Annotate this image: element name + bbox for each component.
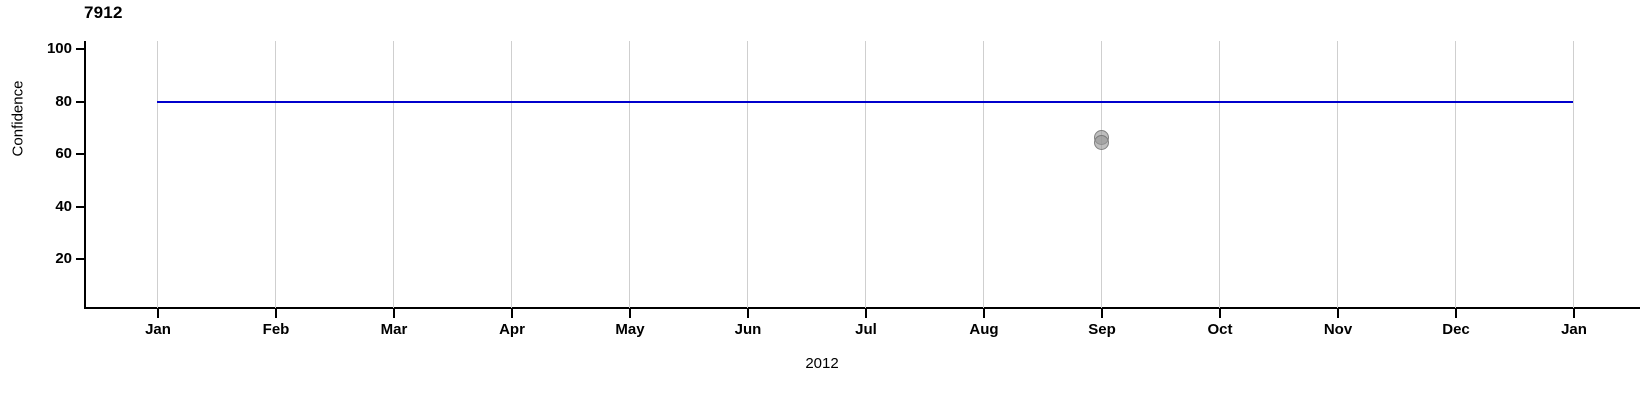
gridline-dec-11: [1455, 41, 1456, 308]
y-tick-label: 100: [46, 40, 72, 57]
x-tick-label-aug-7: Aug: [969, 321, 999, 338]
x-tick-label-jan-0: Jan: [145, 321, 171, 338]
x-tick-label-apr-3: Apr: [499, 321, 525, 338]
gridline-oct-9: [1219, 41, 1220, 308]
x-tick-label-mar-2: Mar: [380, 321, 408, 338]
x-tick-mark: [629, 309, 631, 318]
y-tick-mark: [76, 205, 84, 208]
x-axis-line: [84, 307, 1640, 309]
x-tick-mark: [983, 309, 985, 318]
y-axis-line: [84, 41, 86, 309]
x-tick-label-oct-9: Oct: [1207, 321, 1233, 338]
gridline-jun-5: [747, 41, 748, 308]
gridline-nov-10: [1337, 41, 1338, 308]
x-tick-mark: [1337, 309, 1339, 318]
x-tick-mark: [1101, 309, 1103, 318]
gridline-jan-0: [157, 41, 158, 308]
y-tick-mark: [76, 258, 84, 261]
x-tick-label-feb-1: Feb: [262, 321, 290, 338]
x-tick-label-may-4: May: [615, 321, 645, 338]
gridline-aug-7: [983, 41, 984, 308]
y-tick-label: 20: [55, 250, 72, 268]
y-tick-mark: [76, 153, 84, 156]
x-tick-label-sep-8: Sep: [1088, 321, 1116, 338]
x-axis-title: 2012: [805, 355, 839, 372]
x-tick-mark: [747, 309, 749, 318]
gridline-may-4: [629, 41, 630, 308]
gridline-feb-1: [275, 41, 276, 308]
x-tick-mark: [275, 309, 277, 318]
x-tick-mark: [865, 309, 867, 318]
gridline-mar-2: [393, 41, 394, 308]
gridline-jan-12: [1573, 41, 1574, 308]
x-tick-label-nov-10: Nov: [1323, 321, 1353, 338]
x-tick-mark: [511, 309, 513, 318]
x-tick-mark: [1455, 309, 1457, 318]
chart-title: 7912: [84, 3, 123, 22]
x-tick-mark: [1219, 309, 1221, 318]
x-tick-label-jan-12: Jan: [1561, 321, 1587, 338]
data-point: [1094, 135, 1109, 151]
gridline-jul-6: [865, 41, 866, 308]
gridline-apr-3: [511, 41, 512, 308]
x-tick-label-dec-11: Dec: [1442, 321, 1470, 338]
y-tick-mark: [76, 100, 84, 103]
x-tick-label-jul-6: Jul: [855, 321, 877, 338]
y-tick-mark: [76, 48, 84, 50]
y-axis-title: Confidence: [9, 80, 27, 157]
x-tick-mark: [157, 309, 159, 318]
x-tick-label-jun-5: Jun: [734, 321, 762, 338]
threshold-line: [157, 100, 1573, 103]
y-tick-label: 60: [55, 145, 72, 163]
gridline-sep-8: [1101, 41, 1102, 308]
x-tick-mark: [393, 309, 395, 318]
y-tick-label: 80: [55, 92, 72, 110]
y-tick-label: 40: [55, 197, 72, 215]
x-tick-mark: [1573, 309, 1575, 318]
plot-area: [85, 41, 1574, 308]
